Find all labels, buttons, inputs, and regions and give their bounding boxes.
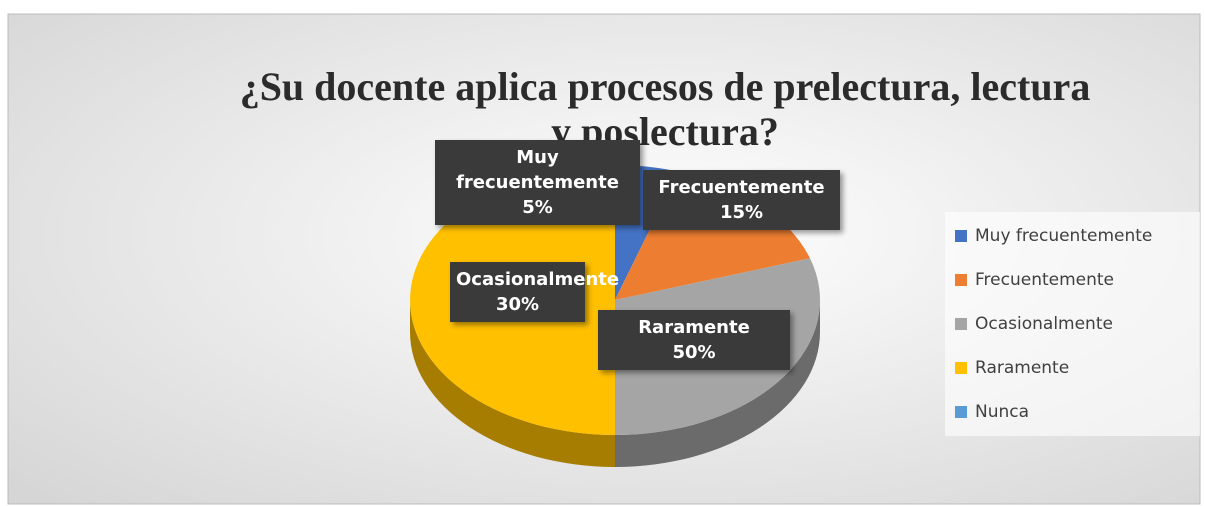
data-label-value: 15% xyxy=(719,202,764,223)
data-label-category: Ocasionalmente xyxy=(456,269,620,290)
data-label-category: Muy frecuentemente xyxy=(456,147,619,193)
legend-swatch xyxy=(955,318,967,330)
data-label-value: 5% xyxy=(522,197,553,218)
data-label: Frecuentemente 15% xyxy=(643,170,840,230)
legend-label: Raramente xyxy=(975,358,1069,378)
slice-side xyxy=(410,300,615,467)
data-label-category: Frecuentemente xyxy=(658,177,825,198)
legend-swatch xyxy=(955,274,967,286)
data-label: Raramente 50% xyxy=(598,310,790,370)
chart-title: ¿Su docente aplica procesos de prelectur… xyxy=(240,64,1091,154)
legend: Muy frecuentemente Frecuentemente Ocasiona… xyxy=(955,226,1152,422)
data-label-category: Raramente xyxy=(638,317,750,338)
data-label-value: 50% xyxy=(672,342,716,363)
legend-swatch xyxy=(955,406,967,418)
slice-side xyxy=(615,300,820,467)
legend-swatch xyxy=(955,362,967,374)
legend-label: Muy frecuentemente xyxy=(975,226,1152,246)
legend-label: Nunca xyxy=(975,402,1029,422)
legend-label: Frecuentemente xyxy=(975,270,1114,290)
legend-label: Ocasionalmente xyxy=(975,314,1113,334)
legend-swatch xyxy=(955,230,967,242)
pie xyxy=(410,165,820,467)
data-label: Ocasionalmente 30% xyxy=(450,262,620,322)
data-label-value: 30% xyxy=(495,294,540,315)
data-label: Muy frecuentemente 5% xyxy=(435,140,640,225)
legend-box xyxy=(945,212,1200,436)
